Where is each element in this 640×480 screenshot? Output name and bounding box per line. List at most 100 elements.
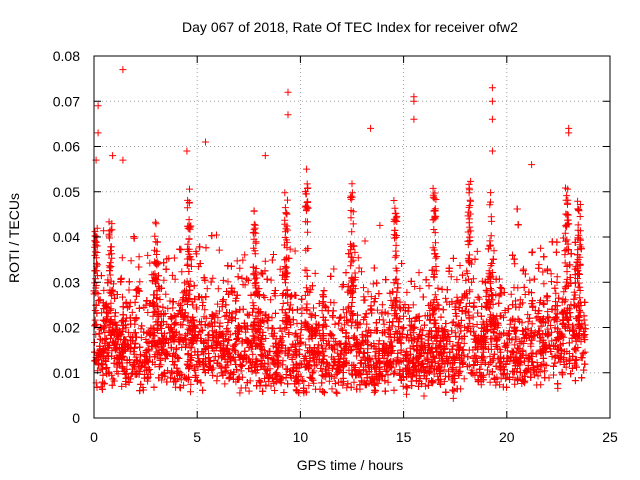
data-point (565, 339, 573, 347)
data-point (184, 350, 192, 358)
data-point (428, 327, 435, 335)
data-point (331, 380, 339, 388)
data-point (454, 354, 462, 361)
data-point (267, 296, 275, 304)
data-point (286, 293, 294, 301)
data-point (286, 306, 293, 313)
data-point (254, 334, 262, 342)
data-point (505, 373, 513, 381)
data-point (245, 344, 253, 351)
data-point (191, 295, 199, 303)
data-point (483, 322, 491, 330)
data-point (405, 370, 413, 377)
data-point (532, 350, 540, 358)
data-point (344, 380, 352, 388)
data-point (536, 299, 544, 307)
data-point (162, 265, 170, 273)
data-point (119, 293, 126, 301)
data-point (509, 367, 517, 375)
data-point (396, 298, 404, 306)
data-point (186, 344, 194, 352)
data-point (462, 303, 470, 310)
data-point (514, 344, 521, 352)
data-point (438, 332, 446, 340)
data-point (442, 320, 450, 327)
data-point (151, 361, 159, 368)
data-point (292, 341, 299, 349)
data-point (132, 292, 140, 300)
data-point (328, 385, 336, 393)
data-point (541, 367, 549, 375)
data-point (131, 340, 139, 348)
data-point (568, 364, 576, 372)
data-point (232, 307, 240, 315)
data-point (329, 345, 337, 353)
data-point (168, 271, 176, 279)
data-point (362, 380, 370, 388)
data-point (538, 361, 546, 369)
data-point (463, 267, 471, 275)
data-point (477, 361, 485, 368)
data-point (188, 262, 195, 270)
data-point (271, 370, 279, 378)
data-point (440, 377, 448, 385)
data-point (476, 365, 484, 373)
data-point (262, 381, 270, 389)
data-point (339, 306, 347, 314)
data-point (423, 354, 431, 362)
data-point (228, 284, 236, 292)
data-point (101, 329, 109, 336)
data-point (490, 350, 498, 358)
data-point (360, 366, 368, 374)
data-point (126, 314, 134, 322)
data-point (318, 307, 326, 315)
data-point (190, 282, 198, 290)
data-point (351, 334, 358, 342)
data-point (137, 380, 145, 388)
data-point (474, 293, 482, 301)
data-point (468, 278, 476, 286)
data-point (125, 378, 133, 386)
data-point (260, 347, 268, 355)
data-point (146, 366, 153, 373)
data-point (570, 295, 578, 303)
data-point (247, 291, 255, 299)
data-point (314, 349, 322, 357)
data-point (424, 381, 432, 389)
data-point (574, 275, 581, 282)
data-point (540, 300, 548, 308)
data-point (448, 319, 456, 327)
data-point (364, 288, 372, 296)
data-point (211, 318, 219, 326)
data-point (133, 333, 140, 341)
data-point (170, 337, 178, 345)
data-point (160, 259, 168, 267)
data-point (343, 317, 351, 324)
data-point (382, 276, 390, 284)
data-point (262, 370, 270, 378)
data-point (319, 387, 327, 395)
data-point (404, 365, 412, 373)
data-point (548, 353, 556, 361)
data-point (125, 303, 133, 310)
data-point (535, 264, 543, 272)
data-point (361, 237, 369, 245)
data-point (226, 353, 234, 361)
data-point (204, 336, 212, 344)
data-point (416, 347, 424, 354)
data-point (498, 284, 506, 292)
data-point (296, 359, 304, 367)
data-point (169, 333, 177, 341)
data-point (393, 356, 401, 364)
data-point (370, 380, 378, 388)
data-point (467, 328, 475, 336)
data-point (339, 381, 347, 389)
data-point (218, 303, 226, 311)
data-point (214, 353, 222, 361)
data-point (448, 327, 456, 335)
data-point (135, 263, 143, 271)
data-point (372, 319, 380, 327)
data-point (358, 268, 365, 276)
data-point (405, 357, 413, 365)
